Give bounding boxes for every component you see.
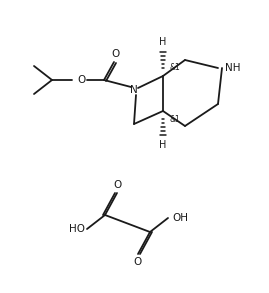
- Text: O: O: [113, 180, 121, 190]
- Text: H: H: [159, 140, 167, 150]
- Text: O: O: [134, 257, 142, 267]
- Text: OH: OH: [172, 213, 188, 223]
- Text: &1: &1: [170, 115, 180, 124]
- Text: O: O: [78, 75, 86, 85]
- Text: H: H: [159, 37, 167, 47]
- Text: NH: NH: [225, 63, 240, 73]
- Text: HO: HO: [69, 224, 85, 234]
- Text: N: N: [130, 85, 138, 95]
- Text: O: O: [111, 49, 119, 59]
- Text: &1: &1: [170, 64, 180, 72]
